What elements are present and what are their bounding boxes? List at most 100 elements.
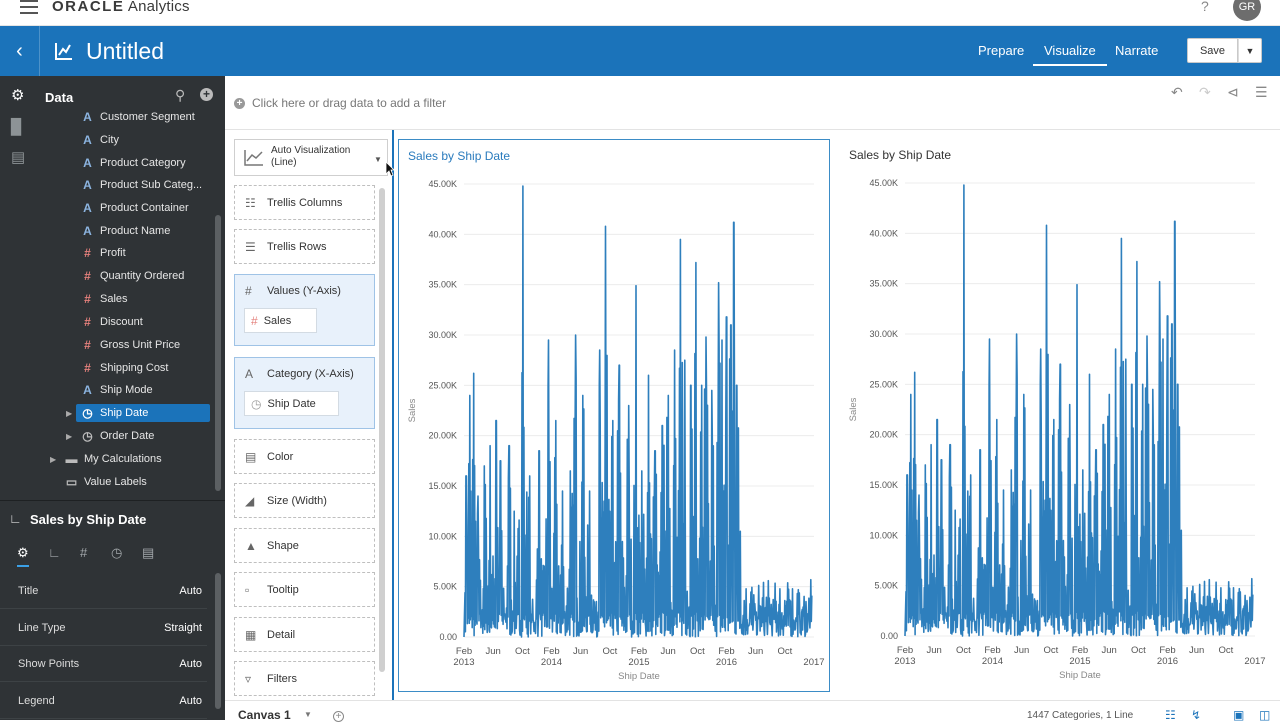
visualizations-bar-chart-icon[interactable]: ▉	[11, 119, 23, 136]
analytics-icon[interactable]: ▤	[11, 149, 26, 166]
search-icon[interactable]: ⚲	[175, 87, 186, 103]
add-filter-icon[interactable]: +	[234, 98, 245, 109]
filter-placeholder[interactable]: Click here or drag data to add a filter	[252, 96, 447, 110]
data-element-sales[interactable]: # Sales	[81, 290, 127, 308]
drop-target-color[interactable]: ▤ Color	[234, 439, 375, 474]
attribute-icon: A	[245, 367, 254, 381]
layout-alt-icon[interactable]: ◫	[1259, 708, 1271, 722]
menu-icon[interactable]: ☰	[1255, 84, 1268, 100]
x-tick-label: Oct	[515, 646, 530, 657]
tab-analytics-icon[interactable]: ▤	[142, 545, 155, 560]
tab-time-icon[interactable]: ◷	[111, 545, 123, 560]
data-panel-icon[interactable]: ⚙	[11, 87, 25, 104]
drop-target-tooltip[interactable]: ▫ Tooltip	[234, 572, 375, 607]
expand-ship-date-icon[interactable]: ▶	[66, 409, 73, 418]
user-avatar[interactable]: GR	[1233, 0, 1261, 21]
data-element-shipping-cost[interactable]: # Shipping Cost	[81, 359, 168, 377]
project-title[interactable]: Untitled	[86, 38, 164, 64]
sales-series-line[interactable]	[463, 185, 813, 638]
tab-visualize[interactable]: Visualize	[1033, 43, 1107, 66]
help-icon[interactable]: ?	[1201, 0, 1209, 14]
chart-sales-by-ship-date[interactable]: Sales by Ship Date 0.00 5.00K 10.00K 15.00K…	[840, 139, 1272, 692]
auto-fit-icon[interactable]: ☷	[1165, 708, 1176, 722]
clock-icon: ◷	[251, 396, 262, 411]
line-chart-icon: ∟	[9, 511, 22, 526]
data-element-product-category[interactable]: A Product Category	[81, 154, 185, 172]
x-tick-year-label: 2014	[541, 657, 562, 668]
visualization-type-selector[interactable]: Auto Visualization (Line) ▼	[234, 139, 388, 176]
property-row-line-type[interactable]: Line Type Straight	[0, 610, 207, 646]
redo-icon[interactable]: ↷	[1199, 84, 1211, 100]
data-element-product-sub-category[interactable]: A Product Sub Categ...	[81, 176, 202, 194]
drop-target-size[interactable]: ◢ Size (Width)	[234, 483, 375, 518]
data-element-discount[interactable]: # Discount	[81, 313, 143, 331]
drop-target-category-x-axis[interactable]: A Category (X-Axis) ◷ Ship Date	[234, 357, 375, 429]
data-element-gross-unit-price[interactable]: # Gross Unit Price	[81, 336, 180, 354]
x-tick-year-label: 2016	[716, 657, 737, 668]
tab-general-icon[interactable]: ⚙	[17, 545, 29, 567]
measure-icon: #	[84, 338, 91, 352]
drop-target-shape[interactable]: ▲ Shape	[234, 528, 375, 563]
folder-my-calculations[interactable]: ▬ My Calculations	[65, 452, 162, 466]
properties-scrollbar[interactable]	[215, 573, 221, 709]
share-icon[interactable]: ⊲	[1227, 84, 1239, 100]
data-element-quantity-ordered[interactable]: # Quantity Ordered	[81, 267, 184, 285]
grammar-scrollbar[interactable]	[379, 188, 385, 672]
category-pill-ship-date[interactable]: ◷ Ship Date	[244, 391, 339, 416]
back-arrow-icon[interactable]: ‹	[0, 26, 40, 76]
expand-my-calculations-icon[interactable]: ▶	[50, 455, 57, 464]
x-tick-label: Feb	[456, 646, 472, 657]
data-element-product-name[interactable]: A Product Name	[81, 222, 170, 240]
values-pill-sales[interactable]: # Sales	[244, 308, 317, 333]
drop-target-trellis-rows[interactable]: ☰ Trellis Rows	[234, 229, 375, 264]
drop-target-values-y-axis[interactable]: # Values (Y-Axis) # Sales	[234, 274, 375, 346]
data-element-ship-date[interactable]: ◷ Ship Date	[76, 404, 210, 422]
property-row-legend[interactable]: Legend Auto	[0, 683, 207, 719]
add-canvas-icon[interactable]: +	[333, 711, 344, 722]
data-element-ship-mode[interactable]: A Ship Mode	[81, 381, 152, 399]
tab-narrate[interactable]: Narrate	[1115, 43, 1159, 58]
data-panel-scrollbar[interactable]	[215, 215, 221, 491]
tab-axis-icon[interactable]: ∟	[48, 545, 61, 560]
tab-values-icon[interactable]: #	[80, 545, 88, 560]
save-menu-chevron-down-icon[interactable]: ▼	[1238, 38, 1262, 63]
measure-icon: #	[84, 246, 91, 260]
property-row-show-points[interactable]: Show Points Auto	[0, 646, 207, 682]
layout-icon[interactable]: ▣	[1233, 708, 1245, 722]
undo-icon[interactable]: ↶	[1171, 84, 1183, 100]
x-tick-label: Jun	[661, 646, 676, 657]
x-tick-label: Feb	[1159, 645, 1175, 656]
drop-target-filters[interactable]: ▿ Filters	[234, 661, 375, 696]
filter-bar[interactable]: + Click here or drag data to add a filte…	[225, 76, 1280, 130]
hamburger-menu-icon[interactable]	[20, 0, 38, 14]
x-tick-year-label: 2015	[1069, 656, 1090, 667]
property-row-title[interactable]: Title Auto	[0, 573, 207, 609]
chart-title: Sales by Ship Date	[849, 148, 952, 162]
attribute-icon: A	[83, 224, 92, 238]
tab-prepare[interactable]: Prepare	[978, 43, 1025, 58]
expand-order-date-icon[interactable]: ▶	[66, 432, 73, 441]
save-button[interactable]: Save	[1187, 38, 1238, 63]
chart-sales-by-ship-date-selected[interactable]: Sales by Ship Date 0.00 5.00K 10.00K 15.00K…	[398, 139, 830, 692]
data-element-product-container[interactable]: A Product Container	[81, 199, 189, 217]
y-tick-label: 30.00K	[869, 329, 898, 339]
sales-series-line[interactable]	[904, 184, 1254, 637]
data-element-customer-segment[interactable]: A Customer Segment	[81, 108, 195, 126]
data-element-order-date[interactable]: ◷ Order Date	[82, 429, 155, 443]
canvas-tab[interactable]: Canvas 1	[238, 708, 291, 722]
y-tick-label: 5.00K	[874, 581, 898, 591]
refresh-icon[interactable]: ↯	[1191, 708, 1202, 722]
brand-logo: ORACLE Analytics	[52, 0, 190, 15]
folder-value-labels[interactable]: ▭ Value Labels	[65, 475, 147, 489]
chevron-down-icon[interactable]: ▼	[304, 710, 312, 719]
y-axis-title: Sales	[407, 398, 418, 422]
drop-target-trellis-columns[interactable]: ☷ Trellis Columns	[234, 185, 375, 220]
data-element-profit[interactable]: # Profit	[81, 244, 126, 262]
attribute-icon: A	[83, 156, 92, 170]
data-element-city[interactable]: A City	[81, 131, 119, 149]
drop-target-detail[interactable]: ▦ Detail	[234, 617, 375, 652]
add-data-icon[interactable]: +	[200, 88, 213, 101]
canvas-divider[interactable]	[392, 130, 394, 700]
y-tick-label: 0.00	[880, 631, 898, 641]
measure-icon: #	[251, 313, 258, 328]
